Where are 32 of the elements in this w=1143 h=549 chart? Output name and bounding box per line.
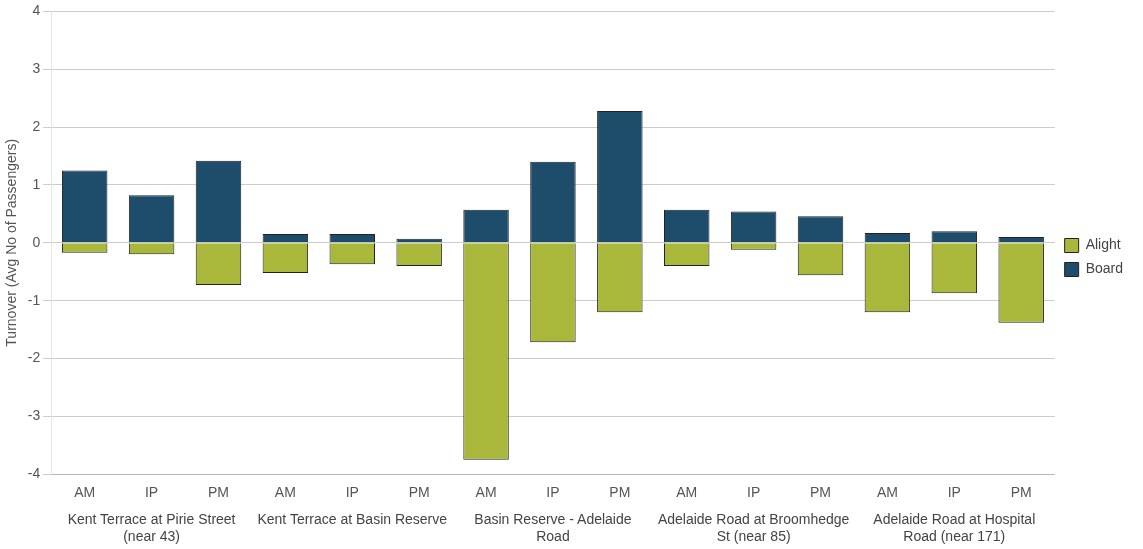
text: Adelaide Road at Broomhedge St (near 85) [657, 510, 850, 544]
y-tick-label: 2 [32, 117, 41, 134]
x-tick-label: AM [676, 484, 698, 501]
x-tick-label: AM [475, 484, 497, 501]
text: Kent Terrace at Pirie Street (near 43) [67, 510, 236, 544]
x-tick-label: IP [144, 484, 159, 501]
text: Kent Terrace at Basin Reserve [257, 510, 448, 527]
x-tick-label: PM [408, 484, 430, 501]
text: Adelaide Road at Hospital Road (near 171) [873, 510, 1036, 544]
y-tick-label: -3 [27, 407, 41, 424]
y-tick-label: -1 [27, 291, 41, 308]
y-tick-label: -2 [27, 349, 41, 366]
x-tick-label: PM [810, 484, 832, 501]
x-tick-label: IP [546, 484, 560, 501]
x-tick-label: IP [747, 484, 761, 501]
x-tick-label: AM [876, 484, 898, 501]
x-tick-label: AM [274, 484, 296, 501]
x-tick-label: IP [345, 484, 359, 501]
legend-label: Alight [1085, 236, 1121, 253]
y-tick-label: 1 [32, 175, 41, 192]
legend-label: Board [1085, 260, 1123, 277]
x-tick-label: PM [207, 484, 229, 501]
y-tick-label: 4 [32, 2, 41, 19]
y-tick-label: 0 [32, 233, 41, 250]
y-tick-label: -4 [27, 465, 41, 482]
text: Basin Reserve - Adelaide Road [474, 510, 632, 544]
x-tick-label: PM [609, 484, 631, 501]
y-tick-label: 3 [32, 60, 41, 77]
x-tick-label: AM [74, 484, 96, 501]
x-tick-label: PM [1010, 484, 1032, 501]
x-tick-label: IP [947, 484, 961, 501]
y-axis-title: Turnover (Avg No of Passengers) [3, 138, 20, 347]
